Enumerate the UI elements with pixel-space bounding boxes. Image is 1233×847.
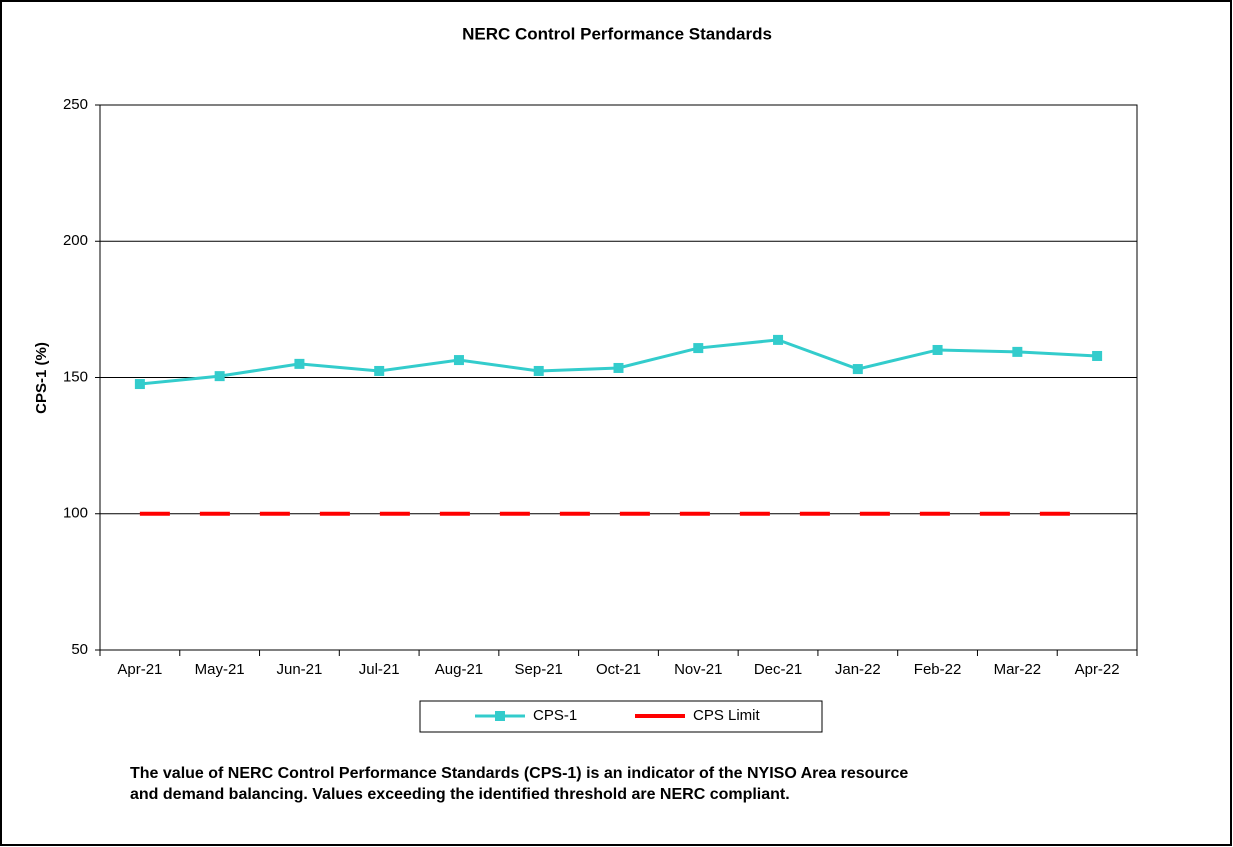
- data-marker: [214, 371, 225, 382]
- x-tick-label: Jan-22: [835, 661, 881, 678]
- data-marker: [852, 364, 863, 375]
- legend-marker: [495, 711, 505, 721]
- x-tick-label: Dec-21: [754, 661, 802, 678]
- y-tick-label: 50: [71, 641, 88, 658]
- x-tick-label: Apr-21: [117, 661, 162, 678]
- data-marker: [453, 355, 464, 366]
- y-tick-label: 150: [63, 368, 88, 385]
- data-marker: [533, 365, 544, 376]
- data-marker: [134, 379, 145, 390]
- x-tick-label: Jul-21: [359, 661, 400, 678]
- y-tick-label: 200: [63, 232, 88, 249]
- data-marker: [374, 365, 385, 376]
- x-tick-label: Feb-22: [914, 661, 962, 678]
- x-tick-label: Oct-21: [596, 661, 641, 678]
- x-tick-label: Sep-21: [515, 661, 563, 678]
- x-tick-label: Mar-22: [994, 661, 1042, 678]
- chart-title: NERC Control Performance Standards: [462, 24, 772, 43]
- x-tick-label: Aug-21: [435, 661, 483, 678]
- y-tick-label: 100: [63, 505, 88, 522]
- data-marker: [1092, 350, 1103, 361]
- data-marker: [294, 358, 305, 369]
- x-tick-label: May-21: [195, 661, 245, 678]
- legend-label: CPS-1: [533, 707, 577, 724]
- data-marker: [613, 362, 624, 373]
- plot-frame: [99, 104, 1138, 651]
- x-tick-label: Nov-21: [674, 661, 722, 678]
- y-tick-label: 250: [63, 96, 88, 113]
- data-marker: [932, 344, 943, 355]
- x-tick-label: Jun-21: [276, 661, 322, 678]
- note-line: The value of NERC Control Performance St…: [130, 765, 908, 782]
- note-line: and demand balancing. Values exceeding t…: [130, 786, 790, 803]
- data-marker: [1012, 346, 1023, 357]
- y-axis-label: CPS-1 (%): [33, 342, 50, 414]
- data-marker: [773, 334, 784, 345]
- data-marker: [693, 343, 704, 354]
- legend-label: CPS Limit: [693, 707, 761, 724]
- x-tick-label: Apr-22: [1075, 661, 1120, 678]
